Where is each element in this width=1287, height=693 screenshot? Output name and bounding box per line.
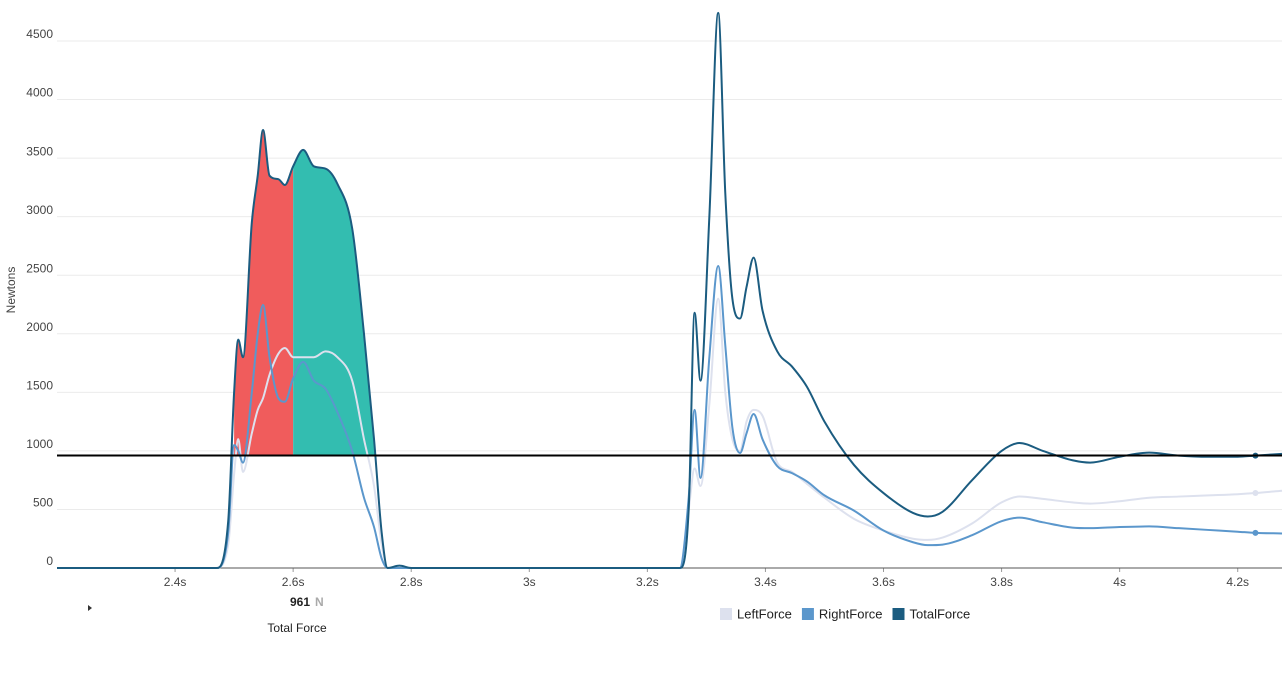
legend-label: TotalForce — [910, 606, 971, 621]
x-tick-label: 3.4s — [754, 575, 777, 589]
legend-label: RightForce — [819, 606, 883, 621]
legend-swatch — [892, 608, 905, 620]
end-marker — [1252, 529, 1259, 536]
y-tick-label: 2500 — [26, 261, 53, 275]
x-tick-label: 4.2s — [1226, 575, 1249, 589]
y-tick-label: 4500 — [26, 27, 53, 41]
x-tick-label: 3.2s — [636, 575, 659, 589]
x-tick-label: 2.4s — [164, 575, 187, 589]
threshold-value: 961 — [290, 595, 310, 609]
regions — [234, 130, 376, 456]
y-tick-label: 2000 — [26, 320, 53, 334]
y-tick-label: 0 — [46, 554, 53, 568]
threshold-unit: N — [315, 595, 324, 609]
y-tick-label: 1500 — [26, 379, 53, 393]
x-tick-label: 3s — [523, 575, 536, 589]
y-tick-label: 3500 — [26, 144, 53, 158]
series-line — [57, 264, 1283, 570]
end-marker — [1252, 490, 1259, 497]
legend-swatch — [801, 608, 814, 620]
expand-arrow[interactable] — [88, 605, 92, 611]
y-tick-label: 500 — [33, 496, 53, 510]
series-line — [57, 11, 1283, 570]
y-tick-label: 1000 — [26, 437, 53, 451]
region-area — [293, 149, 376, 456]
x-tick-label: 4s — [1113, 575, 1126, 589]
threshold-label: Total Force — [267, 621, 327, 635]
x-tick-label: 2.6s — [282, 575, 305, 589]
y-tick-label: 3000 — [26, 203, 53, 217]
legend-swatch — [720, 608, 732, 620]
y-axis-label: Newtons — [4, 267, 18, 314]
legend-label: LeftForce — [737, 606, 792, 621]
x-tick-label: 3.8s — [990, 575, 1013, 589]
x-tick-label: 3.6s — [872, 575, 895, 589]
region-area — [234, 130, 294, 456]
x-tick-label: 2.8s — [400, 575, 423, 589]
y-tick-label: 4000 — [26, 86, 53, 100]
